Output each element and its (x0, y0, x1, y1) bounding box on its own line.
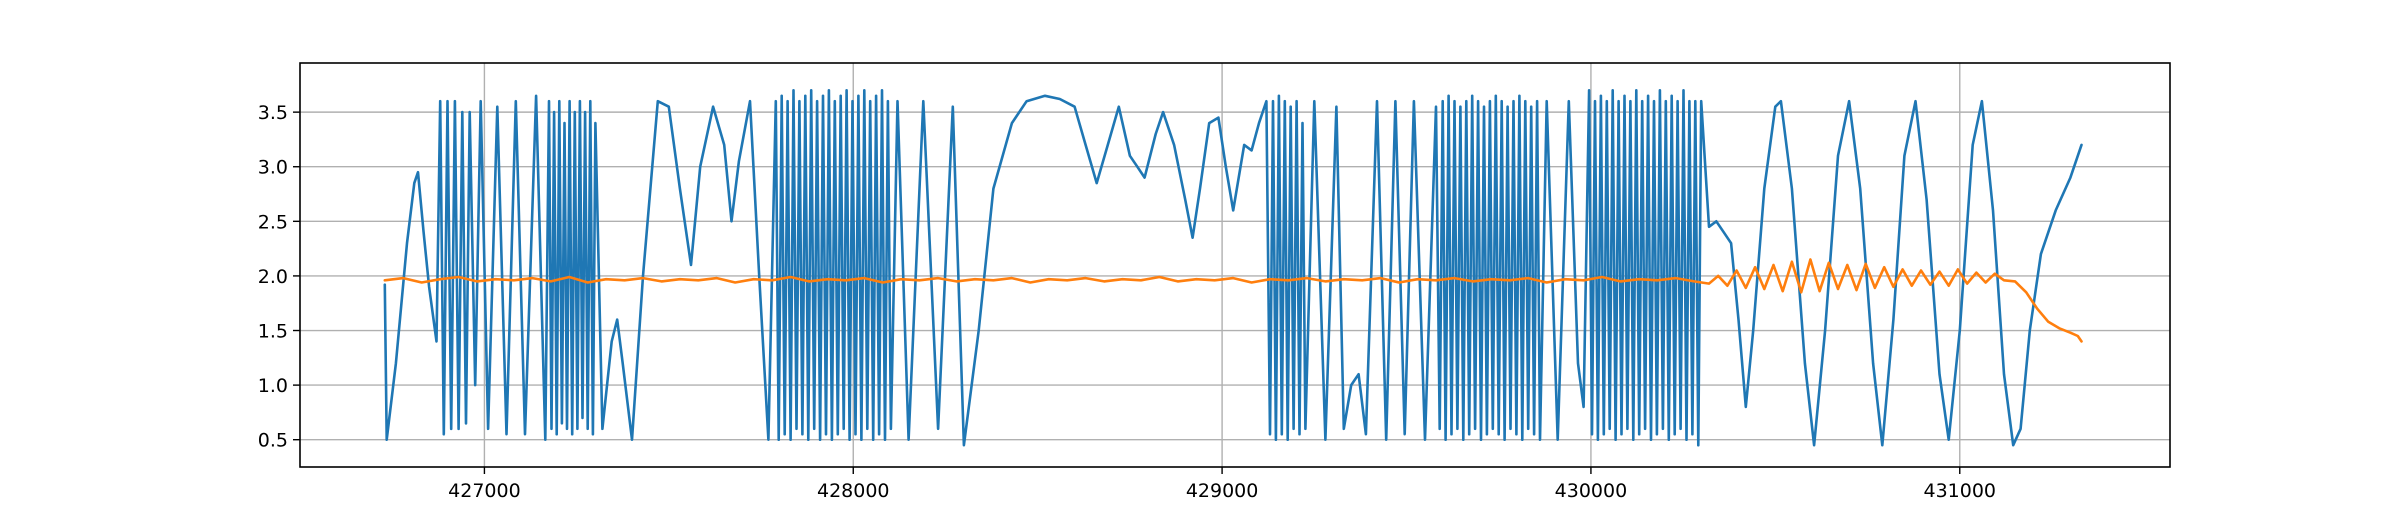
y-tick-label: 3.5 (258, 102, 288, 124)
x-tick-label: 429000 (1186, 480, 1259, 502)
y-tick-label: 2.0 (258, 266, 288, 288)
y-tick-label: 3.0 (258, 157, 288, 179)
x-tick-label: 430000 (1555, 480, 1628, 502)
x-tick-label: 427000 (448, 480, 521, 502)
y-tick-label: 1.5 (258, 321, 288, 343)
tick-layer: 427000 428000 429000 430000 431000 0.5 1.0 1.5 2… (258, 102, 1996, 502)
axes-frame (299, 62, 2171, 468)
series-layer (383, 89, 2083, 447)
y-tick-label: 2.5 (258, 211, 288, 233)
series-line-2 (383, 258, 2083, 343)
series-line-1 (383, 89, 2083, 447)
x-tick-label: 428000 (817, 480, 890, 502)
y-tick-label: 0.5 (258, 430, 288, 452)
x-tick-label: 431000 (1923, 480, 1996, 502)
y-tick-label: 1.0 (258, 375, 288, 397)
